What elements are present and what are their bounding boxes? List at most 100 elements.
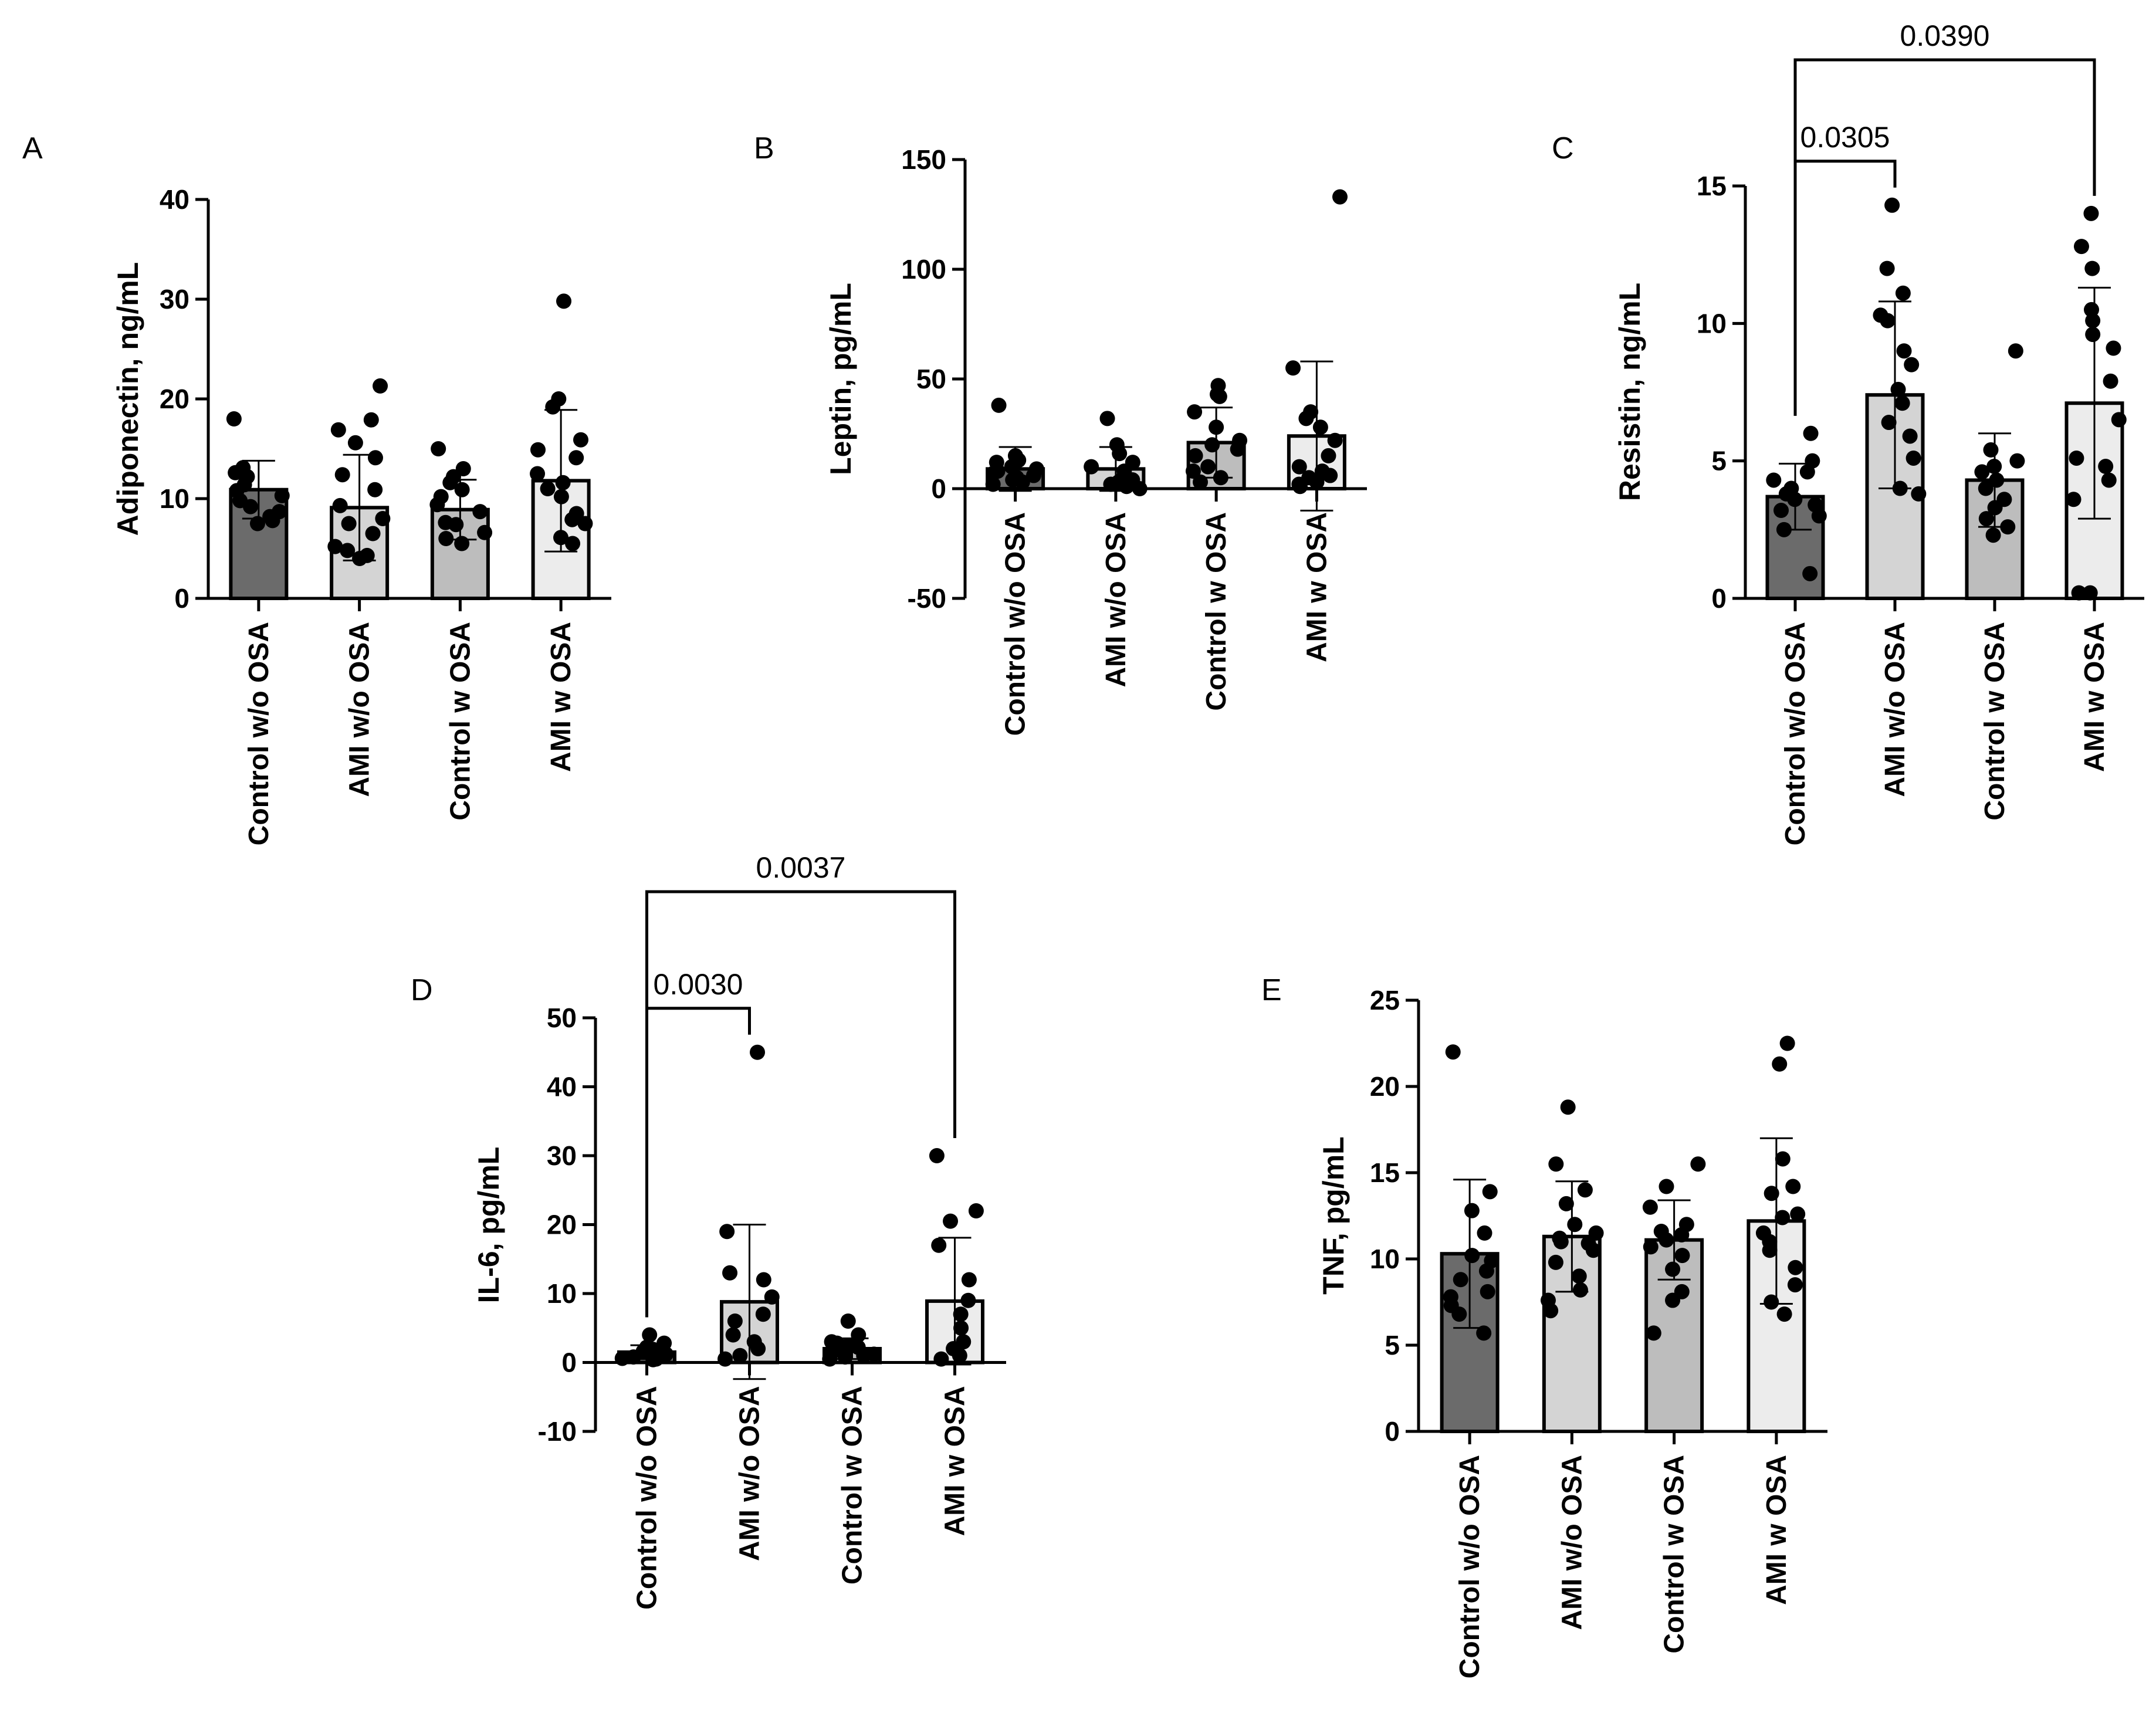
data-point	[352, 551, 368, 566]
data-point	[2009, 453, 2025, 469]
data-point	[327, 539, 343, 554]
data-point	[625, 1349, 641, 1365]
data-point	[1571, 1268, 1587, 1284]
category-label: Control w OSA	[1979, 622, 2011, 821]
data-point	[1983, 442, 1999, 458]
data-point	[1543, 1303, 1559, 1319]
data-point	[265, 513, 280, 529]
data-point	[1572, 1282, 1588, 1298]
data-point	[1558, 1196, 1574, 1211]
data-point	[1560, 1099, 1576, 1115]
category-label: AMI w OSA	[546, 622, 577, 772]
y-tick-label: 0	[174, 583, 189, 614]
data-point	[438, 531, 454, 546]
y-tick-label: 10	[547, 1278, 577, 1309]
data-point	[1974, 464, 1990, 480]
category-label: Control w OSA	[445, 622, 476, 821]
data-point	[953, 1306, 969, 1322]
data-point	[933, 1351, 949, 1367]
data-point	[530, 466, 546, 482]
p-value-label: 0.0037	[756, 851, 846, 884]
data-point	[1896, 343, 1912, 359]
data-point	[1904, 357, 1920, 373]
data-point	[1312, 419, 1328, 435]
data-point	[367, 482, 383, 497]
data-point	[1986, 459, 2002, 475]
data-point	[756, 1272, 771, 1288]
data-point	[1911, 486, 1927, 502]
category-label: AMI w OSA	[2079, 622, 2110, 772]
data-point	[961, 1272, 977, 1288]
data-point	[1659, 1179, 1674, 1194]
y-tick-label: 15	[1697, 171, 1727, 201]
significance-bracket	[645, 890, 956, 1318]
data-point	[750, 1341, 766, 1356]
panel-a: A 0 10 20 30 40 Adiponectin, ng/mL Control w/o …	[22, 131, 611, 845]
data-point	[717, 1351, 733, 1367]
p-value-label: 0.0030	[654, 968, 743, 1001]
data-point	[1799, 464, 1815, 480]
panel-d: D -10 0 10 20 30 40 50 IL-6, pg/mL Control w/o OS…	[411, 851, 1006, 1610]
category-label: AMI w/o OSA	[1101, 512, 1132, 688]
data-point	[1025, 468, 1041, 483]
panel-letter: A	[22, 131, 43, 165]
p-value-label: 0.0305	[1800, 121, 1890, 154]
data-point	[1132, 481, 1148, 496]
data-point	[1309, 474, 1325, 490]
category-label: AMI w/o OSA	[1556, 1455, 1588, 1630]
data-point	[725, 1327, 741, 1343]
data-point	[1193, 474, 1209, 490]
data-point	[851, 1327, 867, 1343]
p-value-label: 0.0390	[1900, 19, 1990, 52]
y-tick-label: -10	[538, 1416, 577, 1447]
data-point	[1548, 1254, 1563, 1270]
data-point	[840, 1313, 856, 1329]
data-point	[1567, 1217, 1583, 1233]
data-point	[2084, 260, 2100, 276]
y-tick-label: 50	[916, 364, 946, 394]
panel-c: C 0 5 10 15 Resistin, ng/mL Control w/o OSA AMI…	[1552, 19, 2144, 845]
data-point	[530, 442, 546, 458]
panel-letter: E	[1261, 973, 1282, 1007]
data-point	[1674, 1227, 1690, 1243]
data-point	[837, 1349, 853, 1365]
data-point	[448, 517, 464, 533]
category-label: AMI w OSA	[1301, 512, 1332, 662]
data-point	[1978, 480, 1993, 496]
category-label: AMI w OSA	[940, 1386, 971, 1536]
data-point	[1811, 508, 1827, 524]
data-point	[2082, 585, 2098, 601]
data-point	[1642, 1199, 1658, 1215]
data-point	[1084, 459, 1099, 475]
data-point	[645, 1352, 661, 1367]
category-label: Control w/o OSA	[1000, 512, 1031, 736]
category-label: AMI w/o OSA	[1880, 622, 1911, 797]
data-point	[2008, 343, 2023, 359]
data-point	[931, 1237, 947, 1253]
data-point	[764, 1289, 780, 1305]
significance-bracket	[1793, 160, 1897, 416]
y-tick-label: -50	[908, 583, 946, 614]
data-point	[614, 1350, 630, 1366]
category-label: Control w/o OSA	[1454, 1455, 1485, 1678]
data-point	[1014, 474, 1030, 490]
category-label: Control w OSA	[1659, 1455, 1690, 1654]
data-point	[1659, 1232, 1674, 1248]
data-point	[1895, 285, 1911, 301]
data-point	[952, 1348, 967, 1363]
data-point	[454, 482, 470, 497]
data-point	[732, 1348, 748, 1363]
data-point	[1585, 1243, 1601, 1258]
data-point	[985, 476, 1001, 492]
panel-letter: C	[1552, 131, 1574, 165]
panel-b: B -50 0 50 100 150 Leptin, pg/mL Control w/o OS…	[754, 131, 1367, 736]
data-point	[573, 432, 589, 448]
data-point	[226, 411, 242, 426]
data-point	[367, 450, 383, 466]
data-point	[365, 526, 381, 541]
data-point	[2084, 302, 2100, 317]
data-point	[1643, 1239, 1659, 1255]
data-point	[943, 1213, 959, 1229]
category-label: Control w OSA	[837, 1386, 868, 1585]
data-point	[1905, 450, 1921, 466]
